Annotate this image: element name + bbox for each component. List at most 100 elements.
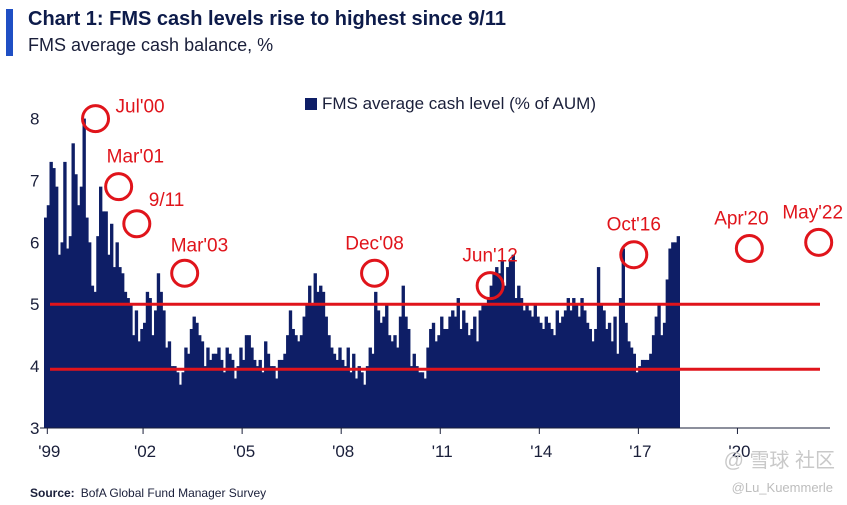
bar: [627, 341, 631, 428]
bar: [547, 322, 551, 428]
bar: [211, 353, 216, 428]
bar: [616, 353, 620, 428]
bar: [657, 304, 661, 428]
bar: [214, 353, 218, 428]
annotation-circle: [81, 104, 111, 134]
bar: [266, 353, 271, 428]
annotation-label: May'22: [782, 202, 843, 223]
bar: [321, 291, 326, 428]
bar: [354, 378, 359, 428]
bar: [508, 260, 513, 428]
bar: [519, 298, 524, 428]
chart-legend: FMS average cash level (% of AUM): [305, 94, 596, 114]
bar: [423, 378, 427, 428]
annotation-label: Mar'03: [171, 235, 228, 256]
bar: [313, 273, 317, 428]
bar: [456, 298, 460, 428]
bar: [297, 341, 301, 428]
y-tick-label: 4: [30, 357, 39, 376]
bar: [580, 298, 584, 428]
bar: [577, 316, 581, 428]
y-tick-label: 8: [30, 110, 39, 129]
bar: [401, 285, 405, 428]
bar: [673, 242, 678, 428]
x-tick-label: '20: [728, 442, 750, 461]
bar: [115, 242, 119, 428]
bar: [181, 372, 185, 428]
bar: [170, 366, 174, 428]
bar: [517, 285, 521, 428]
annotation-circle: [104, 172, 134, 202]
bar: [473, 316, 477, 428]
bar: [145, 291, 150, 428]
bar: [492, 273, 496, 428]
bar: [99, 186, 103, 428]
bar: [610, 341, 614, 428]
bar: [489, 285, 493, 428]
bar: [640, 359, 645, 428]
bar: [239, 347, 243, 428]
bar: [143, 322, 147, 428]
bar: [624, 322, 628, 428]
bar: [280, 359, 284, 428]
bar: [96, 236, 100, 428]
bar: [484, 304, 488, 428]
bar: [187, 353, 191, 428]
legend-label: FMS average cash level (% of AUM): [322, 94, 596, 113]
bar: [253, 359, 257, 428]
bar: [338, 347, 342, 428]
bar: [385, 304, 389, 428]
bar: [539, 322, 543, 428]
y-tick-label: 3: [30, 419, 39, 438]
bar: [618, 298, 623, 428]
bar: [511, 254, 515, 428]
source-note: Source: BofA Global Fund Manager Survey: [30, 486, 266, 500]
annotation-circle: [360, 258, 390, 288]
author-handle: @Lu_Kuemmerle: [731, 480, 833, 495]
bar: [357, 366, 361, 428]
bar: [156, 273, 161, 428]
bar: [368, 347, 372, 428]
bar: [536, 316, 540, 428]
bar: [101, 211, 106, 428]
bar: [525, 304, 529, 428]
bar: [60, 242, 64, 428]
bar-series: [44, 118, 680, 428]
bar: [665, 279, 669, 428]
bar: [82, 118, 86, 428]
annotation-circle: [734, 234, 764, 264]
bar: [440, 316, 444, 428]
bar: [506, 267, 510, 428]
bar: [206, 347, 210, 428]
bar: [203, 366, 207, 428]
bar: [264, 341, 268, 428]
annotation-label: 9/11: [149, 190, 185, 211]
bar: [316, 291, 320, 428]
x-tick-label: '02: [134, 442, 156, 461]
bar: [552, 335, 557, 428]
legend-swatch: [305, 98, 317, 110]
bar: [360, 372, 364, 428]
bar: [544, 316, 548, 428]
bar: [558, 322, 562, 428]
bar: [585, 322, 590, 428]
bar: [209, 359, 213, 428]
bar: [426, 347, 430, 428]
bar: [470, 328, 474, 428]
bar: [222, 372, 227, 428]
bar: [343, 366, 348, 428]
bar: [638, 366, 642, 428]
bar: [662, 322, 667, 428]
bar: [178, 384, 183, 428]
bar: [79, 186, 84, 428]
bar: [481, 304, 485, 428]
watermark: @ 雪球 社区: [723, 450, 835, 472]
bar: [250, 347, 254, 428]
bar: [286, 335, 290, 428]
bar: [349, 372, 353, 428]
annotation-label: Jun'12: [462, 246, 517, 267]
bar: [497, 273, 502, 428]
annotation-circle: [170, 258, 200, 288]
bar: [195, 322, 199, 428]
x-tick-label: '14: [530, 442, 552, 461]
